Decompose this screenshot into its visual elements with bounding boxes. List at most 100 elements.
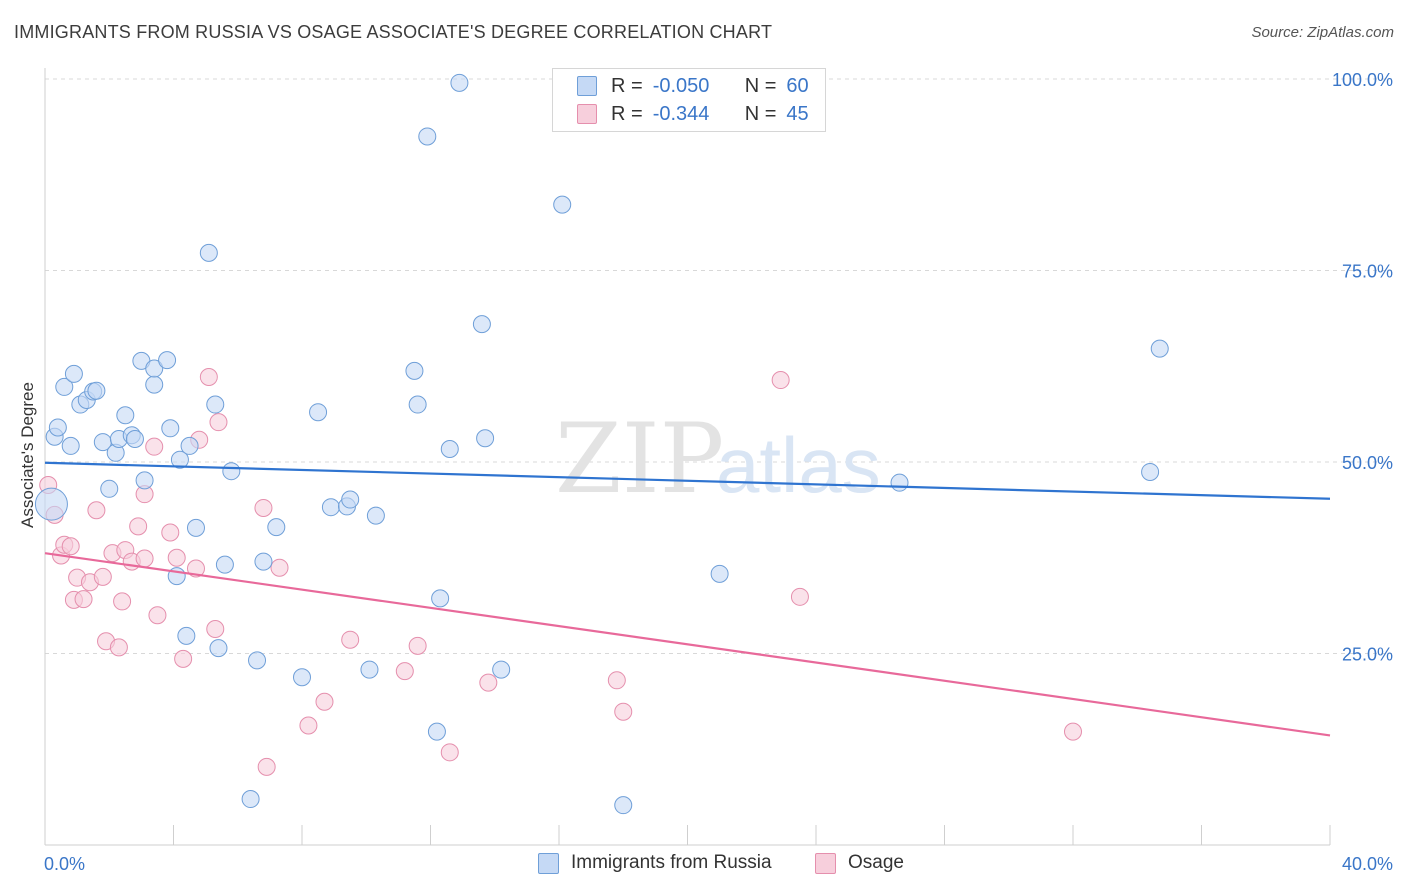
russia-point (1141, 462, 1160, 481)
russia-point (614, 796, 633, 815)
legend-item-russia: Immigrants from Russia (538, 852, 772, 874)
russia-point (418, 127, 437, 146)
russia-swatch (538, 852, 559, 874)
osage-point (174, 649, 193, 668)
russia-point (450, 73, 469, 92)
russia-point (440, 439, 459, 458)
russia-point (199, 243, 218, 262)
russia-point (209, 639, 228, 658)
russia-point (710, 564, 729, 583)
osage-point (186, 559, 205, 578)
russia-swatch (577, 76, 597, 96)
osage-point (270, 558, 289, 577)
russia-point (158, 351, 177, 370)
russia-point (34, 487, 68, 521)
osage-point (135, 549, 154, 568)
russia-point (427, 722, 446, 741)
russia-point (116, 406, 135, 425)
y-tick-label: 50.0% (1342, 453, 1393, 473)
osage-point (408, 636, 427, 655)
russia-point (161, 419, 180, 438)
osage-point (93, 567, 112, 586)
russia-point (186, 518, 205, 537)
russia-trend-line (44, 461, 1331, 500)
russia-point (180, 436, 199, 455)
russia-point (309, 403, 328, 422)
osage-point (790, 587, 809, 606)
russia-points (34, 73, 1169, 815)
russia-point (145, 359, 164, 378)
osage-point (145, 437, 164, 456)
osage-point (299, 716, 318, 735)
russia-point (293, 668, 311, 687)
russia-point (170, 450, 189, 469)
watermark: ZIP atlas (555, 403, 881, 515)
x-tick-label: 40.0% (1342, 854, 1393, 874)
r-value: -0.050 (652, 74, 710, 97)
russia-point (890, 473, 909, 492)
osage-points (39, 367, 1082, 776)
russia-point (100, 479, 119, 498)
osage-point (129, 517, 148, 536)
russia-point (125, 430, 144, 449)
russia-point (254, 552, 273, 571)
osage-point (167, 548, 186, 567)
osage-point (148, 606, 167, 625)
osage-point (206, 619, 225, 638)
series-legend: Immigrants from Russia Osage (0, 852, 1406, 878)
trend-lines (44, 461, 1331, 737)
osage-point (109, 638, 128, 657)
osage-point (771, 371, 790, 390)
osage-point (113, 592, 132, 611)
watermark-atlas: atlas (716, 421, 881, 509)
russia-point (248, 651, 267, 670)
russia-point (405, 361, 424, 380)
russia-point (215, 555, 234, 574)
russia-point (135, 471, 154, 490)
osage-point (395, 662, 414, 681)
russia-point (472, 315, 491, 334)
tick-labels: 25.0% 50.0% 75.0% 100.0% 0.0% 40.0% (44, 70, 1393, 874)
legend-item-osage: Osage (815, 852, 904, 874)
russia-point (55, 377, 74, 396)
osage-point (479, 673, 498, 692)
russia-point (476, 429, 495, 448)
osage-point (87, 501, 106, 520)
russia-point (87, 381, 106, 400)
russia-point (492, 660, 511, 679)
n-label: N = (744, 102, 777, 125)
russia-point (360, 660, 379, 679)
y-tick-label: 100.0% (1332, 70, 1393, 90)
russia-point (206, 395, 225, 414)
osage-point (61, 537, 80, 556)
russia-point (408, 395, 427, 414)
osage-point (1064, 722, 1082, 741)
osage-point (341, 630, 360, 649)
x-tick-label: 0.0% (44, 854, 85, 874)
osage-point (161, 523, 180, 542)
n-value: 45 (786, 102, 809, 125)
russia-point (222, 462, 241, 481)
watermark-zip: ZIP (555, 403, 724, 515)
chart-title: IMMIGRANTS FROM RUSSIA VS OSAGE ASSOCIAT… (14, 22, 773, 42)
r-label: R = (611, 74, 643, 97)
russia-point (61, 436, 80, 455)
legend-label-russia: Immigrants from Russia (571, 852, 772, 873)
russia-point (241, 790, 260, 809)
russia-point (341, 490, 360, 509)
osage-swatch (815, 852, 836, 874)
legend-label-osage: Osage (848, 852, 904, 873)
source-label: Source: ZipAtlas.com (1251, 24, 1394, 41)
osage-point (74, 590, 93, 609)
russia-point (267, 518, 286, 537)
n-value: 60 (786, 74, 809, 97)
russia-point (1150, 339, 1169, 358)
correlation-legend: R = -0.050 N = 60 R = -0.344 N = 45 (552, 68, 826, 132)
russia-point (145, 375, 164, 394)
osage-point (254, 498, 273, 517)
russia-point (431, 589, 450, 608)
osage-point (614, 702, 633, 721)
osage-point (440, 743, 459, 762)
russia-point (366, 506, 385, 525)
